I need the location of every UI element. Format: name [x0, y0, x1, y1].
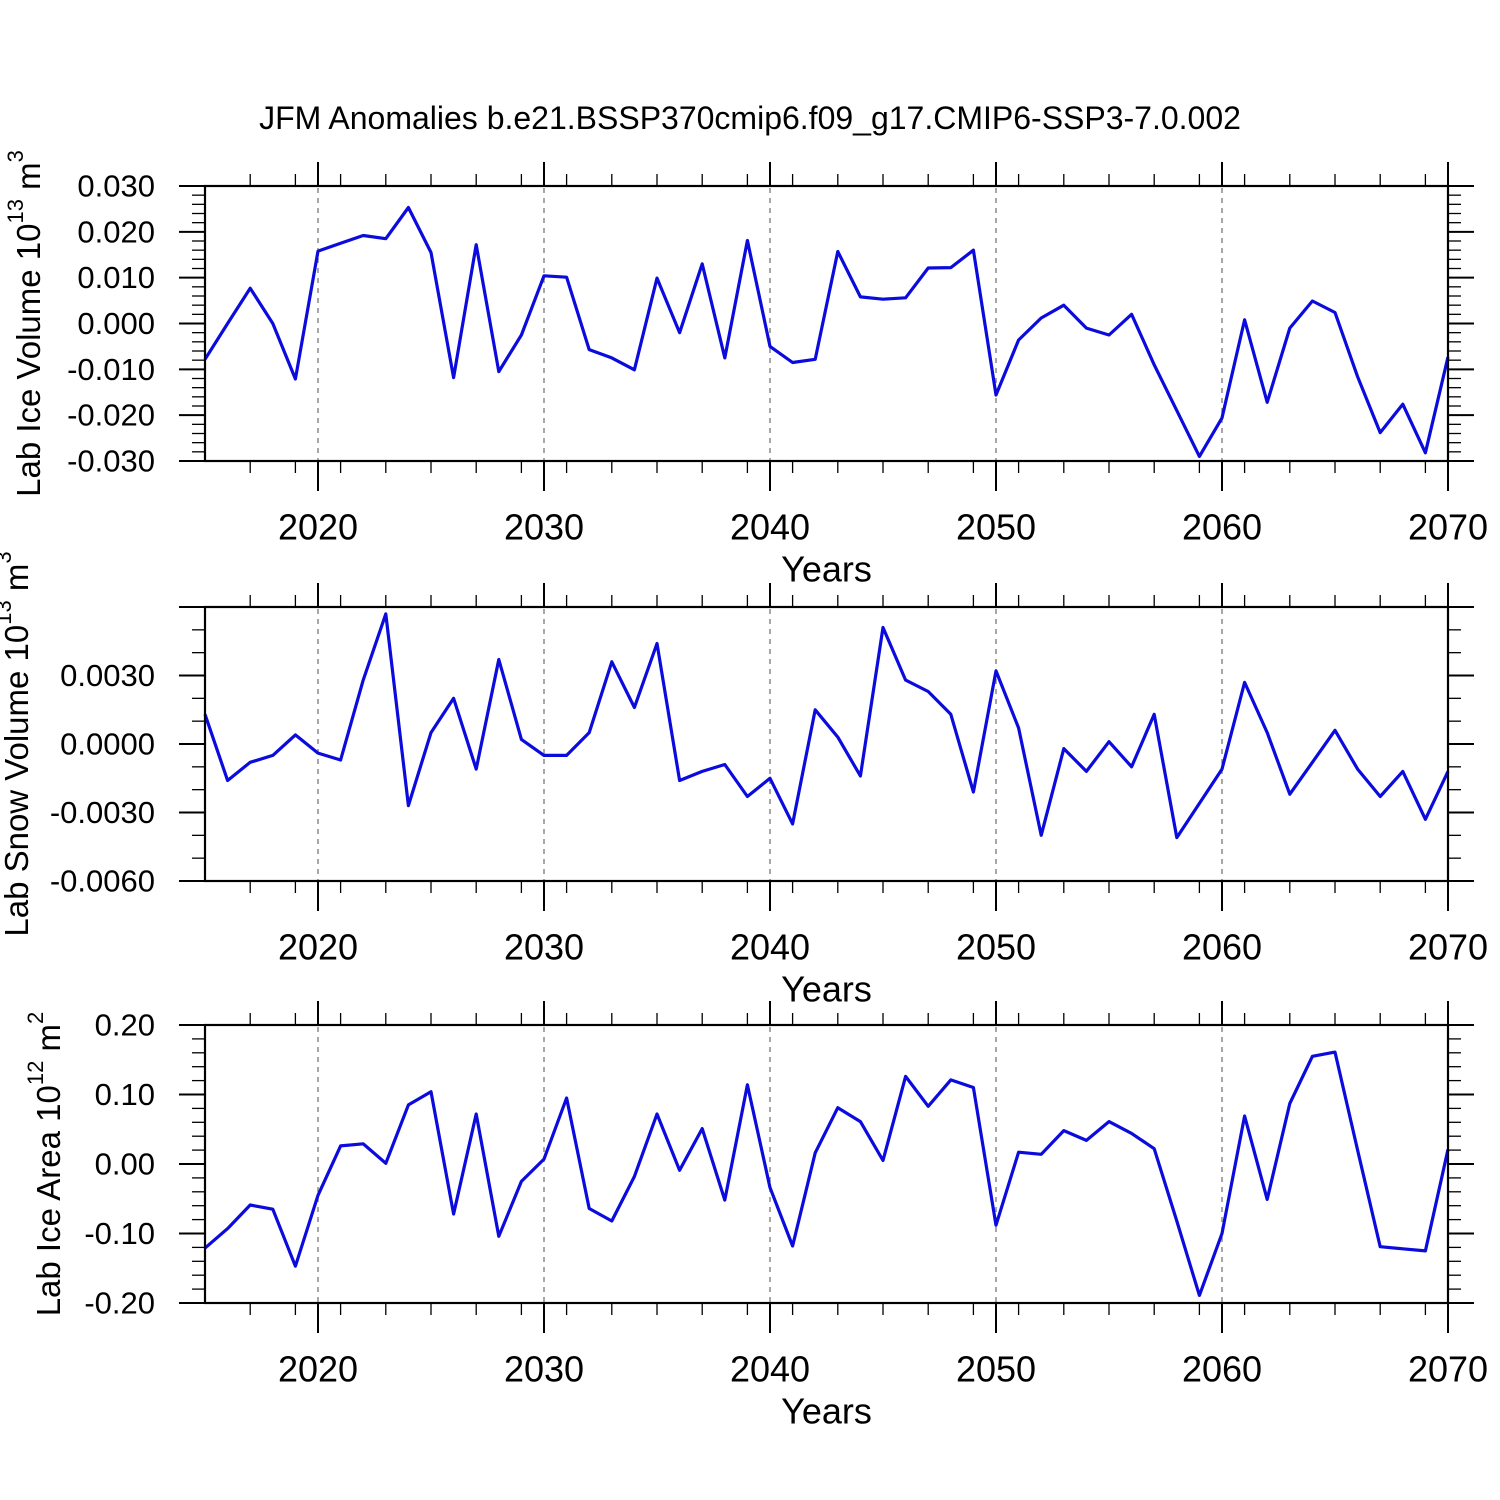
panel-lab-ice-area: 0.20 0.10 0.00 -0.10 -0.20 2020 2030 2040 2050 20… — [23, 1001, 1488, 1432]
lab-ice-area-yaxis-title: Lab Ice Area 1012 m2 — [23, 1012, 67, 1317]
yaxis-title-superscript: 3 — [0, 551, 16, 563]
yaxis-title-text: Lab Snow Volume 10 — [0, 625, 35, 937]
xtick-label: 2040 — [730, 507, 810, 548]
xtick-label: 2020 — [278, 1349, 358, 1390]
lab-snow-volume-yaxis-title: Lab Snow Volume 1013 m3 — [0, 551, 35, 936]
xtick-label: 2050 — [956, 1349, 1036, 1390]
ytick-label: 0.000 — [77, 306, 155, 341]
ytick-label: -0.020 — [67, 398, 155, 433]
xtick-label: 2060 — [1182, 927, 1262, 968]
xtick-label: 2040 — [730, 927, 810, 968]
panel-lab-ice-volume: 0.030 0.020 0.010 0.000 -0.010 -0.020 -0.030 20… — [3, 150, 1489, 589]
ytick-label: 0.030 — [77, 169, 155, 204]
ytick-label: -0.20 — [84, 1286, 155, 1321]
xtick-label: 2030 — [504, 927, 584, 968]
yaxis-title-superscript: 13 — [0, 600, 16, 624]
yaxis-title-text: Lab Ice Area 10 — [30, 1085, 67, 1316]
xtick-label: 2060 — [1182, 1349, 1262, 1390]
lab-snow-volume-data-line — [203, 612, 1450, 840]
ytick-label: 0.010 — [77, 260, 155, 295]
lab-ice-area-xaxis-title: Years — [781, 1391, 872, 1432]
panels-group: 0.0300.0200.0100.000-0.010-0.020-0.03020… — [0, 150, 1488, 1431]
ytick-label: 0.00 — [95, 1147, 155, 1182]
ytick-label: -0.030 — [67, 444, 155, 479]
xtick-label: 2060 — [1182, 507, 1262, 548]
xtick-label: 2050 — [956, 927, 1036, 968]
yaxis-title-text: m — [0, 564, 35, 601]
panel-lab-snow-volume: 0.0030 0.0000 -0.0030 -0.0060 2020 2030 2040 20… — [0, 551, 1488, 1009]
ytick-label: 0.0030 — [60, 658, 155, 693]
xtick-label: 2070 — [1408, 927, 1488, 968]
figure-title: JFM Anomalies b.e21.BSSP370cmip6.f09_g17… — [259, 100, 1241, 136]
xtick-label: 2030 — [504, 1349, 584, 1390]
yaxis-title-superscript: 12 — [23, 1061, 48, 1085]
xtick-label: 2030 — [504, 507, 584, 548]
ytick-label: 0.020 — [77, 214, 155, 249]
xtick-label: 2070 — [1408, 1349, 1488, 1390]
lab-ice-volume-xaxis-title: Years — [781, 549, 872, 590]
lab-ice-area-data-line — [203, 1050, 1450, 1298]
lab-ice-volume-data-line — [203, 205, 1450, 458]
yaxis-title-text: Lab Ice Volume 10 — [10, 224, 47, 497]
lab-snow-volume-xaxis-title: Years — [781, 969, 872, 1010]
xtick-label: 2020 — [278, 507, 358, 548]
xtick-label: 2040 — [730, 1349, 810, 1390]
ytick-label: 0.20 — [95, 1008, 155, 1043]
yaxis-title-superscript: 2 — [23, 1012, 48, 1024]
yaxis-title-text: m — [10, 162, 47, 199]
yaxis-title-text: m — [30, 1024, 67, 1061]
ytick-label: -0.0030 — [50, 795, 155, 830]
ytick-label: -0.010 — [67, 352, 155, 387]
xtick-label: 2020 — [278, 927, 358, 968]
ytick-label: 0.0000 — [60, 727, 155, 762]
xtick-label: 2050 — [956, 507, 1036, 548]
xtick-label: 2070 — [1408, 507, 1488, 548]
yaxis-title-superscript: 3 — [3, 150, 28, 162]
ytick-label: 0.10 — [95, 1077, 155, 1112]
ytick-label: -0.10 — [84, 1216, 155, 1251]
yaxis-title-superscript: 13 — [3, 199, 28, 223]
lab-ice-volume-yaxis-title: Lab Ice Volume 1013 m3 — [3, 150, 47, 497]
ytick-label: -0.0060 — [50, 864, 155, 899]
